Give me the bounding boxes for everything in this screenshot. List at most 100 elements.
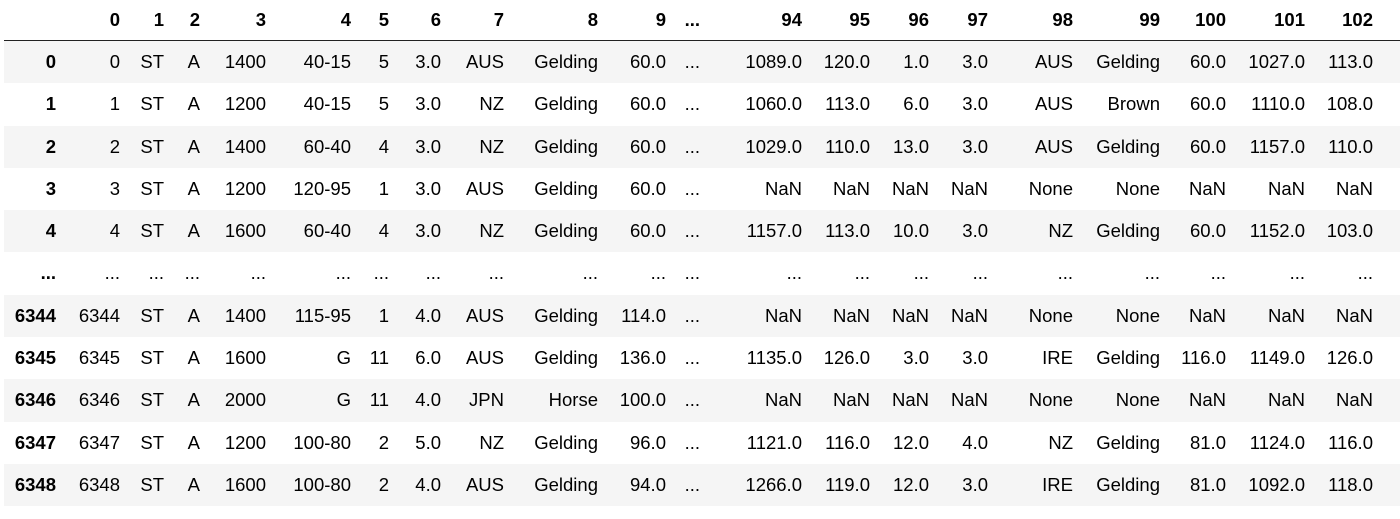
- row-index: 6348: [14, 473, 56, 495]
- table-cell: 60.0: [629, 220, 666, 242]
- table-cell: A: [187, 304, 200, 326]
- table-cell: 103.0: [1326, 220, 1373, 242]
- table-cell: AUS: [465, 51, 504, 72]
- table-cell: 94.0: [629, 473, 666, 495]
- table-cell: AUS: [465, 177, 504, 199]
- table-cell: ...: [684, 93, 700, 115]
- table-cell: ...: [1289, 262, 1305, 284]
- table-cell: A: [187, 347, 200, 369]
- table-cell: Gelding: [1096, 220, 1160, 242]
- row-index: 4: [45, 220, 56, 242]
- table-cell: 12.0: [892, 431, 929, 453]
- table-cell: ...: [250, 262, 266, 284]
- table-row: 6344 6344 ST A 1400 115-95 1 4.0 AUS Gelding 114.0…: [4, 294, 1400, 338]
- table-cell: 113.0: [1328, 51, 1373, 72]
- table-cell: Gelding: [1096, 431, 1160, 453]
- row-index: 6347: [14, 431, 56, 453]
- table-cell: NZ: [479, 431, 504, 453]
- table-cell: IRE: [1042, 473, 1073, 495]
- table-cell: 1600: [224, 473, 266, 495]
- table-cell: 1027.0: [1248, 51, 1305, 72]
- table-cell: 60.0: [1189, 220, 1226, 242]
- column-header: 95: [810, 0, 878, 41]
- table-cell: 1: [378, 304, 389, 326]
- dataframe-table: 0 1 2 3 4 5 6 7 8 9 ... 94 95 96 97 98 9…: [4, 0, 1400, 507]
- table-cell: 60.0: [1189, 135, 1226, 157]
- column-header: 8: [512, 0, 606, 41]
- dataframe-output: 0 1 2 3 4 5 6 7 8 9 ... 94 95 96 97 98 9…: [4, 0, 1400, 507]
- table-cell: 136.0: [619, 347, 666, 369]
- column-header: 4: [274, 0, 359, 41]
- table-cell: 5.0: [415, 431, 441, 453]
- table-cell: ...: [684, 262, 700, 284]
- table-cell: ST: [140, 347, 164, 369]
- table-cell: 1157.0: [1249, 135, 1305, 157]
- table-cell: 3.0: [415, 51, 441, 72]
- table-cell: 115-95: [294, 304, 351, 326]
- table-cell: None: [1115, 304, 1160, 326]
- table-cell: 1600: [224, 347, 266, 369]
- table-cell: 81.0: [1189, 431, 1226, 453]
- table-cell: NaN: [832, 389, 870, 411]
- table-cell: ...: [913, 262, 929, 284]
- table-row: 1 1 ST A 1200 40-15 5 3.0 NZ Gelding 60.0... 1060.0…: [4, 83, 1400, 126]
- table-cell: NaN: [1335, 304, 1373, 326]
- column-header: 102: [1313, 0, 1381, 41]
- table-cell: 100-80: [293, 473, 351, 495]
- table-cell: NaN: [1188, 389, 1226, 411]
- table-cell: 1029.0: [745, 135, 802, 157]
- table-cell: NaN: [891, 304, 929, 326]
- table-cell: AUS: [465, 473, 504, 495]
- column-header: 97: [937, 0, 996, 41]
- table-cell: 1400: [224, 135, 266, 157]
- table-cell: 2: [378, 473, 389, 495]
- table-cell: 2: [109, 135, 120, 157]
- column-header: 101: [1234, 0, 1313, 41]
- table-cell: 1.0: [903, 51, 929, 72]
- column-header: 3: [208, 0, 274, 41]
- table-cell: 113.0: [825, 93, 870, 115]
- table-cell: 5.0: [1381, 210, 1400, 252]
- table-cell: 1092.0: [1248, 473, 1305, 495]
- table-cell: Horse: [548, 389, 598, 411]
- table-cell: ...: [786, 262, 802, 284]
- table-cell: 40-15: [303, 93, 351, 115]
- table-cell: A: [187, 93, 200, 115]
- table-row: 0 0 ST A 1400 40-15 5 3.0 AUS Gelding 60.0... 1089.…: [4, 40, 1400, 84]
- table-cell: NaN: [764, 304, 802, 326]
- column-header: 5: [359, 0, 397, 41]
- table-cell: None: [1028, 177, 1073, 199]
- table-cell: None: [1115, 177, 1160, 199]
- table-cell: 1060.0: [745, 93, 802, 115]
- row-index: 6345: [14, 347, 56, 369]
- column-header: 2: [172, 0, 208, 41]
- row-index: 2: [45, 135, 56, 157]
- table-cell: 113.0: [825, 220, 870, 242]
- table-cell: 3.0: [415, 177, 441, 199]
- table-cell: NZ: [479, 220, 504, 242]
- table-cell: 2.0: [1381, 464, 1400, 506]
- table-cell: ...: [854, 262, 870, 284]
- table-cell: 116.0: [825, 431, 870, 453]
- table-cell: Gelding: [534, 347, 598, 369]
- table-cell: NaN: [1267, 304, 1305, 326]
- table-cell: 4.0: [415, 304, 441, 326]
- table-cell: NaN: [950, 304, 988, 326]
- table-cell: Gelding: [1096, 51, 1160, 72]
- table-cell: 5.0: [1381, 126, 1400, 168]
- table-cell: ST: [140, 389, 164, 411]
- table-cell: ...: [684, 177, 700, 199]
- table-cell: 1600: [224, 220, 266, 242]
- table-cell: NaN: [832, 177, 870, 199]
- table-cell: ST: [140, 473, 164, 495]
- table-cell: 12.0: [892, 473, 929, 495]
- table-cell: ...: [684, 135, 700, 157]
- table-cell: 6344: [78, 304, 120, 326]
- column-header: 99: [1081, 0, 1168, 41]
- table-cell: ...: [684, 51, 700, 72]
- table-cell: 6348: [78, 473, 120, 495]
- table-cell: ...: [335, 262, 351, 284]
- table-cell: 1157.0: [746, 220, 802, 242]
- table-cell: None: [1115, 389, 1160, 411]
- table-cell: NaN: [1381, 295, 1400, 337]
